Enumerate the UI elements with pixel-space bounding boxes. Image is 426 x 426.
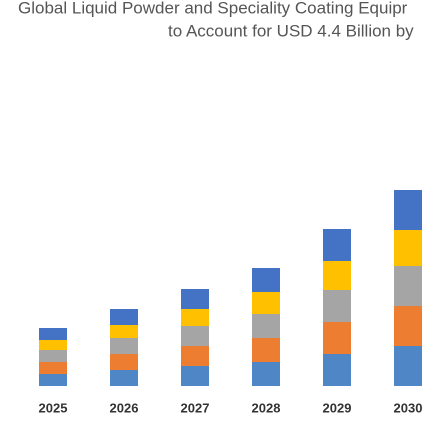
bar-segment	[110, 309, 138, 325]
bar-segment	[110, 325, 138, 338]
bar-segment	[252, 268, 280, 292]
chart-title: Global Liquid Powder and Speciality Coat…	[18, 0, 408, 17]
bar-segment	[252, 362, 280, 386]
chart-subtitle: to Account for USD 4.4 Billion by	[168, 21, 414, 40]
bar-segment	[252, 292, 280, 314]
bar-segment	[181, 326, 209, 346]
bar-segment	[39, 350, 67, 362]
bar-segment	[39, 362, 67, 374]
x-tick-label: 2028	[252, 400, 281, 415]
bar-segment	[323, 354, 351, 386]
bar-segment	[181, 346, 209, 366]
bar-segment	[394, 266, 422, 306]
x-tick-label: 2029	[323, 400, 352, 415]
bar-segment	[181, 289, 209, 309]
bar-segment	[323, 229, 351, 261]
x-tick-label: 2026	[110, 400, 139, 415]
bar-segment	[181, 309, 209, 326]
bar-segment	[39, 328, 67, 340]
bar-segment	[394, 190, 422, 230]
bar-segment	[323, 261, 351, 290]
bar-segment	[110, 338, 138, 354]
bar-segment	[110, 354, 138, 370]
bar-segment	[394, 230, 422, 266]
x-tick-label: 2030	[394, 400, 423, 415]
x-tick-label: 2027	[181, 400, 210, 415]
bar-segment	[394, 306, 422, 346]
bar-segment	[323, 290, 351, 322]
x-tick-label: 2025	[39, 400, 68, 415]
bar-segment	[39, 374, 67, 386]
bar-segment	[252, 338, 280, 362]
bar-segment	[252, 314, 280, 338]
bar-segment	[323, 322, 351, 354]
bar-segment	[39, 340, 67, 350]
bar-segment	[181, 366, 209, 386]
bar-segment	[394, 346, 422, 386]
bar-segment	[110, 370, 138, 386]
